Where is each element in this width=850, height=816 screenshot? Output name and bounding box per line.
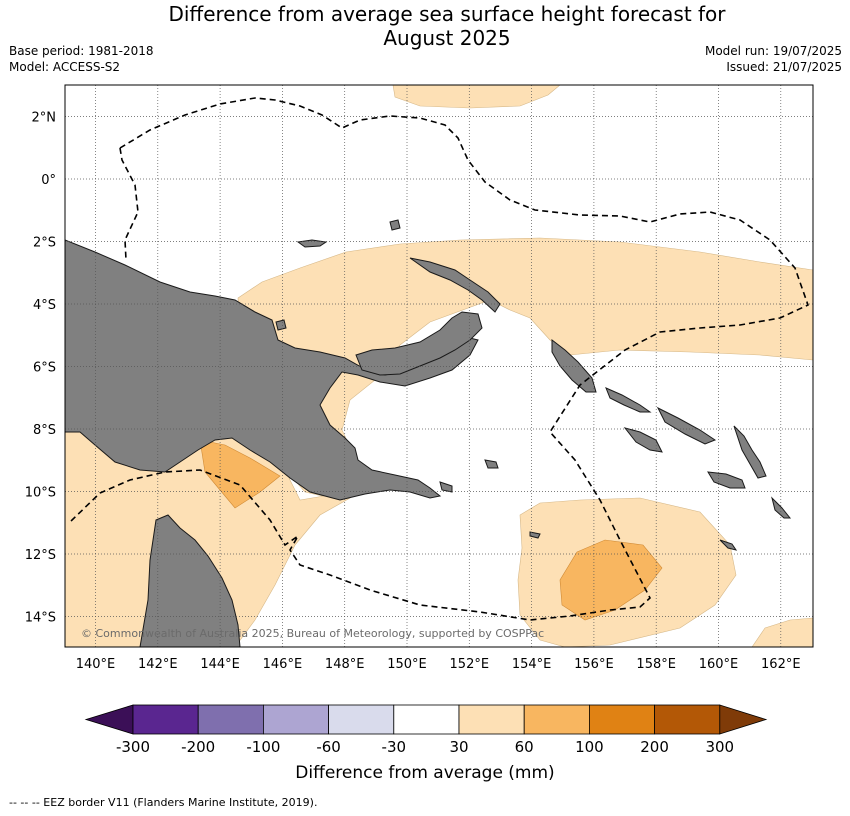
colorbar-tick-label: 200 [640,738,669,756]
land-makira [707,471,746,489]
lon-tick-label: 148°E [325,657,365,672]
lon-tick-label: 144°E [200,657,240,672]
land-santa-isabel [656,406,717,445]
colorbar-tick-label: -60 [316,738,341,756]
colorbar-bin [523,704,590,735]
land-islet-3 [484,459,499,469]
lon-tick-label: 156°E [574,657,614,672]
land-islet-5 [529,531,541,539]
land-islet-4 [439,481,453,493]
colorbar-bin [262,704,329,735]
land-bougainville [551,338,597,393]
lon-tick-label: 142°E [138,657,178,672]
lon-tick-label: 150°E [387,657,427,672]
colorbar-bin [197,704,264,735]
colorbar-bin [393,704,460,735]
lon-tick-label: 160°E [699,657,739,672]
map-layers [65,85,813,647]
colorbar-tick-label: 300 [705,738,734,756]
map-frame [64,84,814,648]
land-cape-york [139,514,241,647]
lon-tick-label: 146°E [263,657,303,672]
lon-tick-label: 158°E [636,657,676,672]
land-islet-1 [389,219,401,231]
eez-footer-note: -- -- -- EEZ border V11 (Flanders Marine… [9,796,318,809]
lat-tick-label: 4°S [33,298,56,313]
colorbar-bin [654,704,721,735]
title-line-1: Difference from average sea surface heig… [168,2,726,26]
lon-tick-label: 140°E [76,657,116,672]
colorbar-tick-label: -100 [246,738,280,756]
land-guadalcanal [623,427,663,453]
lat-tick-label: 2°S [33,236,56,251]
land-new-guinea [65,239,479,501]
copyright-notice: © Commonwealth of Australia 2025, Bureau… [81,627,544,640]
land-new-britain [355,311,483,376]
lat-tick-label: 6°S [33,361,56,376]
lat-tick-label: 8°S [33,423,56,438]
colorbar: -300 -200 -100 -60 -30 30 60 100 200 300 [84,704,768,756]
land-new-ireland [409,257,501,313]
model-run: Model run: 19/07/2025 [704,44,842,58]
graticule [65,85,813,647]
colorbar-tick-label: 30 [449,738,468,756]
colorbar-tick-label: -200 [181,738,215,756]
lon-tick-label: 162°E [761,657,801,672]
title-line-2: August 2025 [383,26,511,50]
base-period: Base period: 1981-2018 [9,44,154,58]
lon-tick-label: 154°E [512,657,552,672]
colorbar-bin [132,704,199,735]
map-title: Difference from average sea surface heig… [0,2,850,50]
land-vanuatu-south [719,539,738,551]
lat-tick-label: 14°S [25,611,56,626]
land-islet-2 [275,319,287,331]
colorbar-bin [589,704,656,735]
model-name: Model: ACCESS-S2 [9,60,121,74]
colorbar-bin [458,704,525,735]
colorbar-over-arrow [719,704,768,735]
issued-date: Issued: 21/07/2025 [726,60,842,74]
lon-tick-label: 152°E [450,657,490,672]
eez-border [69,97,809,621]
land-malaita [733,425,767,479]
meta-left: Base period: 1981-2018 Model: ACCESS-S2 [9,43,154,75]
lat-tick-label: 0° [41,173,56,188]
latitude-labels: 2°N 0° 2°S 4°S 6°S 8°S 10°S 12°S 14°S [25,111,56,626]
colorbar-tick-label: 60 [515,738,534,756]
lat-tick-label: 2°N [32,111,57,126]
colorbar-bin [328,704,395,735]
colorbar-title: Difference from average (mm) [295,763,554,783]
colorbar-under-arrow [84,704,134,735]
meta-right: Model run: 19/07/2025 Issued: 21/07/2025 [705,43,842,75]
longitude-labels: 140°E 142°E 144°E 146°E 148°E 150°E 152°E 154°E… [76,657,801,672]
colorbar-tick-label: -30 [382,738,407,756]
land-choiseul [605,387,652,413]
colorbar-tick-label: -300 [116,738,150,756]
colorbar-tick-label: 100 [575,738,604,756]
lat-tick-label: 10°S [25,486,56,501]
lat-tick-label: 12°S [25,548,56,563]
land [65,219,792,647]
